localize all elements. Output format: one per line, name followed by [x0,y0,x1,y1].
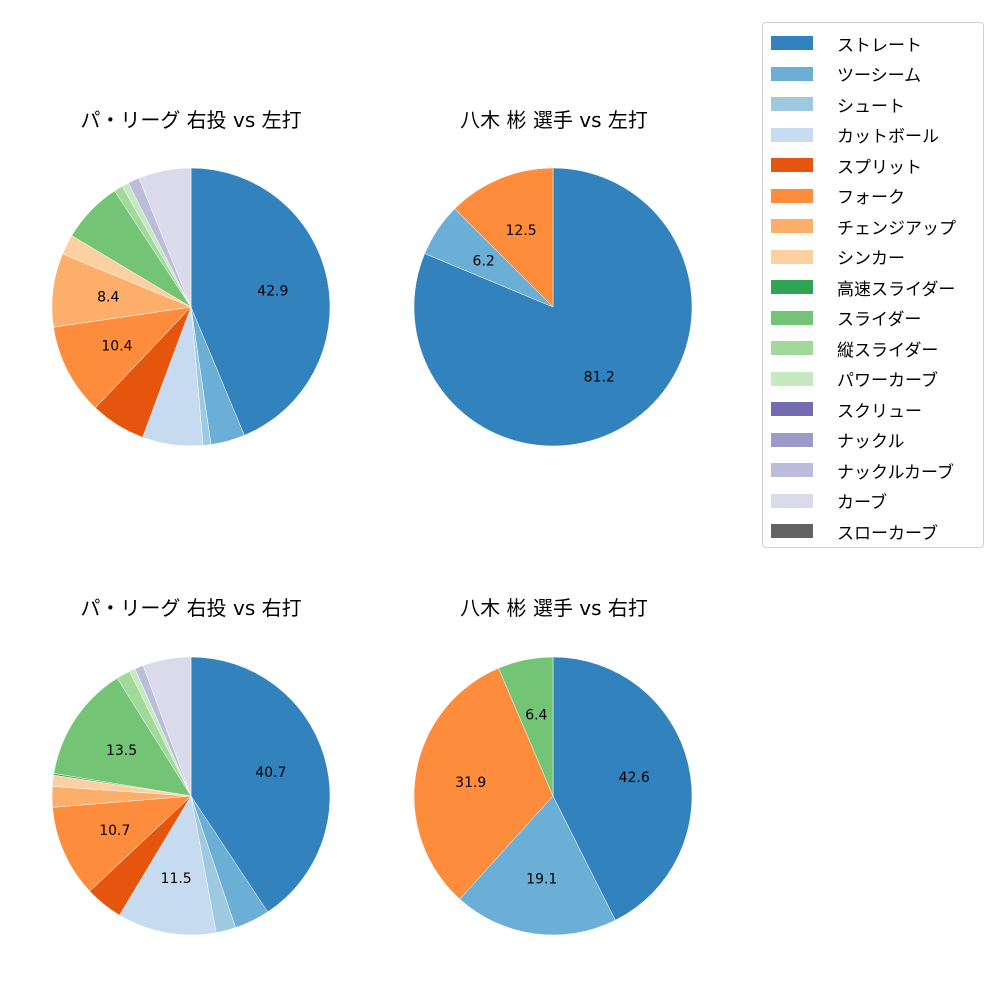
legend-swatch [771,432,813,447]
legend-swatch [771,371,813,386]
legend-label: パワーカーブ [837,371,938,391]
legend-swatch [771,524,813,538]
pie-slice [552,656,693,921]
chart-title: 八木 彬 選手 vs 右打 [460,596,648,620]
legend-item: ナックルカーブ [771,458,954,483]
legend-item: カーブ [771,489,887,513]
slice-value-label: 81.2 [584,369,615,385]
slice-value-label: 12.5 [505,223,536,239]
chart-title: パ・リーグ 右投 vs 右打 [80,596,302,620]
legend-item: スプリット [771,153,922,178]
legend-swatch [771,97,813,111]
legend-item: カットボール [771,123,939,147]
legend-item: ストレート [771,31,922,56]
pie-slice [53,306,192,409]
legend-swatch [771,341,813,355]
pie-chart: 42.9 10.4 8.4 [51,167,331,447]
pie-slice [413,667,554,900]
pie-chart: 40.7 11.5 10.7 13.5 [51,656,331,936]
legend-label: カットボール [837,127,939,147]
slice-value-label: 10.7 [99,823,130,839]
pie-slice [119,795,217,936]
legend-item: スライダー [771,306,921,330]
legend-swatch [771,493,813,508]
legend-label: スプリット [837,157,922,178]
slice-value-label: 42.9 [257,284,288,300]
legend-item: スローカーブ [771,519,938,544]
slice-value-label: 8.4 [97,290,119,306]
legend-swatch [771,219,813,233]
legend-swatch [771,402,813,416]
legend-label: シンカー [837,249,905,269]
pie-slice [52,795,192,892]
legend-label: 縦スライダー [837,340,939,361]
slice-value-label: 11.5 [161,871,192,887]
slice-value-label: 19.1 [526,872,557,888]
legend-swatch [771,158,813,172]
slice-value-label: 13.5 [106,743,137,759]
legend-swatch [771,280,813,294]
slice-value-label: 10.4 [101,338,132,354]
legend-item: シュート [771,92,905,117]
legend-label: スローカーブ [837,523,938,544]
legend-label: ナックルカーブ [837,462,954,483]
chart-legend: ストレート ツーシーム シュート カットボール スプリット フォーク チェンジア… [762,22,984,548]
pie-slice [138,167,192,308]
legend-label: フォーク [837,188,905,208]
legend-item: フォーク [771,184,905,208]
pie-slice [142,656,192,797]
legend-swatch [771,188,813,203]
legend-item: ツーシーム [771,62,921,86]
legend-label: チェンジアップ [837,218,956,239]
pie-chart: 42.6 19.1 31.9 6.4 [413,656,693,936]
legend-label: シュート [837,96,905,117]
legend-item: ナックル [771,428,905,452]
legend-label: ストレート [837,35,922,56]
legend-item: スクリュー [771,397,922,422]
legend-swatch [771,36,813,50]
legend-swatch [771,310,813,325]
slice-value-label: 40.7 [255,765,286,781]
slice-value-label: 6.4 [525,707,547,723]
legend-label: スライダー [837,310,922,330]
legend-item: パワーカーブ [771,367,938,391]
legend-label: ナックル [837,432,905,452]
legend-swatch [771,249,813,264]
pie-slice [53,677,192,797]
legend-swatch [771,463,813,477]
legend-label: スクリュー [837,401,922,422]
legend-swatch [771,66,813,81]
legend-label: 高速スライダー [837,279,956,300]
slice-value-label: 31.9 [455,775,486,791]
pie-slice [459,795,616,936]
legend-label: ツーシーム [837,66,922,86]
legend-label: カーブ [837,493,887,513]
pie-slice [498,656,554,797]
legend-item: シンカー [771,245,905,269]
pie-slice [190,167,331,436]
legend-swatch [771,127,813,142]
pie-chart: 81.2 6.2 12.5 [413,167,693,447]
slice-value-label: 6.2 [473,254,495,270]
chart-title: 八木 彬 選手 vs 左打 [460,108,648,132]
legend-item: 縦スライダー [771,336,939,361]
pie-slice [454,167,554,308]
slice-value-label: 42.6 [619,770,650,786]
legend-item: 高速スライダー [771,275,956,300]
chart-title: パ・リーグ 右投 vs 左打 [80,108,302,132]
legend-item: チェンジアップ [771,214,956,239]
